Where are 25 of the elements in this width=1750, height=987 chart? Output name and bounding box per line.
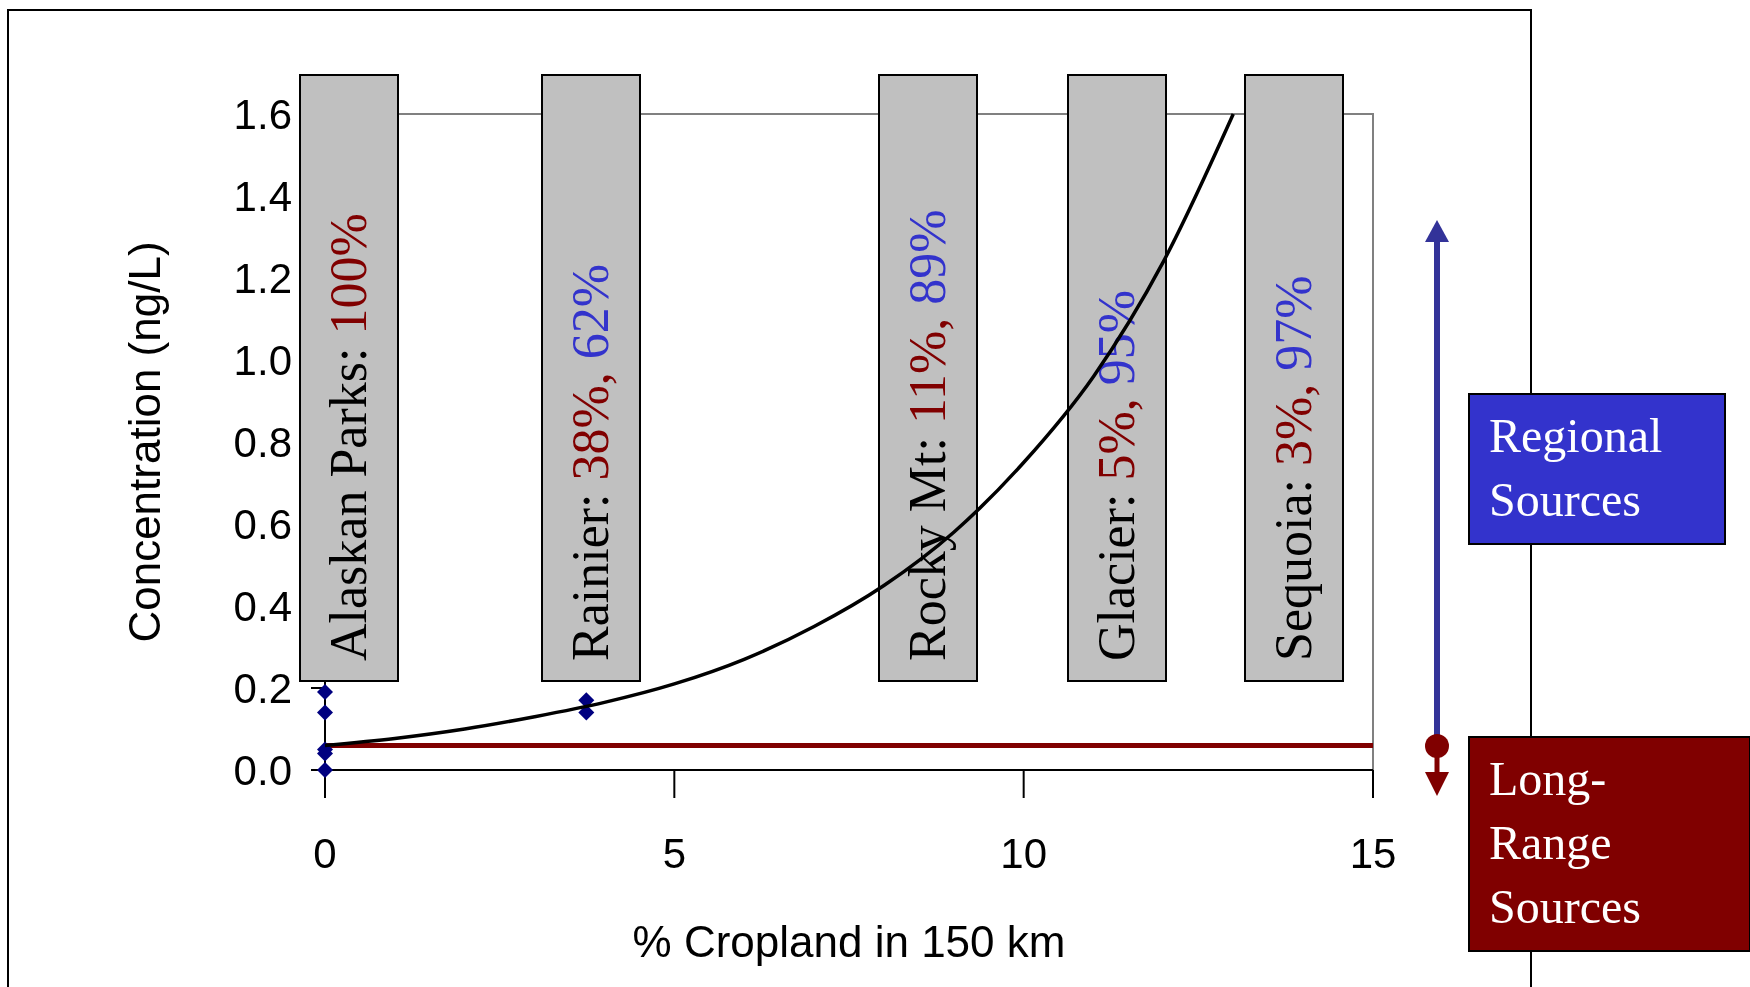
annotation: Sequoia: 3%, 97% <box>1265 275 1322 661</box>
point <box>317 684 333 701</box>
y-tick-label: 0.8 <box>233 419 292 466</box>
text: Long-Range Sources <box>1489 752 1641 933</box>
point <box>317 704 333 721</box>
annotation: Rocky Mt: 11%, 89% <box>899 209 956 661</box>
y-tick-label: 0.0 <box>233 747 292 794</box>
x-axis-title: % Cropland in 150 km <box>632 917 1066 966</box>
y-tick-label: 0.4 <box>233 583 292 630</box>
y-axis-title: Concentration (ng/L) <box>120 241 169 643</box>
y-tick-label: 1.0 <box>233 337 292 384</box>
x-tick-label: 15 <box>1349 830 1397 877</box>
y-tick-label: 1.4 <box>233 173 292 220</box>
y-tick-label: 1.6 <box>233 91 292 138</box>
y-tick-label: 1.2 <box>233 255 292 302</box>
y-tick-label: 0.2 <box>233 665 292 712</box>
x-tick-label: 0 <box>313 830 337 877</box>
x-tick-label: 10 <box>1000 830 1048 877</box>
y-tick-label: 0.6 <box>233 501 292 548</box>
annotation: Rainier: 38%, 62% <box>562 263 619 661</box>
annotation: Alaskan Parks: 100% <box>320 213 377 661</box>
point <box>317 762 333 778</box>
annotation: Glacier: 5%, 95% <box>1088 289 1145 661</box>
text: Regional Sources <box>1489 409 1663 526</box>
x-tick-label: 5 <box>662 830 687 877</box>
